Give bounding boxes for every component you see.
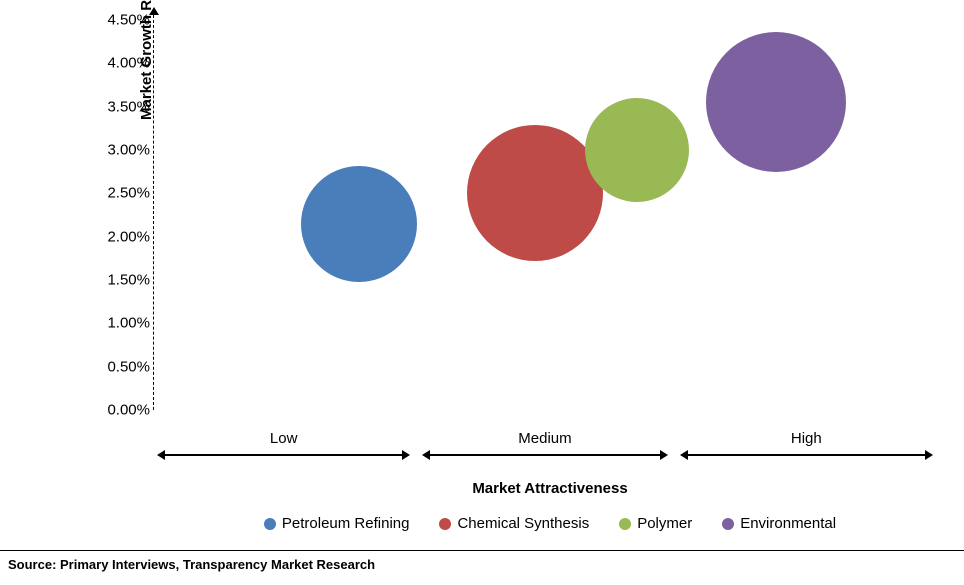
bubble-chemical-synthesis: [467, 125, 603, 261]
chart-area: Market Growth Rate (CAGR) 0.00%0.50%1.00…: [100, 10, 890, 430]
x-segment-arrow: [430, 454, 660, 456]
legend-item-petroleum-refining: Petroleum Refining: [264, 515, 410, 532]
x-segment-arrow: [688, 454, 925, 456]
y-tick-label: 1.50%: [100, 272, 150, 289]
x-axis-segments: Low Medium High: [155, 430, 945, 480]
y-tick-label: 2.50%: [100, 185, 150, 202]
y-tick-label: 4.50%: [100, 12, 150, 29]
legend-marker: [722, 518, 734, 530]
x-segment-arrow: [165, 454, 402, 456]
legend: Petroleum Refining Chemical Synthesis Poly…: [155, 515, 945, 532]
plot-region: [155, 20, 885, 410]
y-tick-label: 2.00%: [100, 228, 150, 245]
legend-label: Chemical Synthesis: [457, 515, 589, 532]
legend-marker: [264, 518, 276, 530]
y-tick-label: 0.50%: [100, 358, 150, 375]
legend-item-chemical-synthesis: Chemical Synthesis: [439, 515, 589, 532]
legend-item-polymer: Polymer: [619, 515, 692, 532]
legend-label: Polymer: [637, 515, 692, 532]
y-tick-label: 3.00%: [100, 142, 150, 159]
bubble-environmental: [706, 32, 846, 172]
y-tick-label: 1.00%: [100, 315, 150, 332]
legend-label: Environmental: [740, 515, 836, 532]
x-segment-label: Medium: [420, 430, 670, 447]
bubble-petroleum-refining: [301, 166, 417, 282]
x-segment-high: High: [678, 430, 935, 460]
y-tick-label: 4.00%: [100, 55, 150, 72]
y-tick-label: 0.00%: [100, 402, 150, 419]
source-citation: Source: Primary Interviews, Transparency…: [0, 550, 964, 572]
x-axis-title: Market Attractiveness: [155, 480, 945, 497]
bubble-polymer: [585, 98, 689, 202]
x-segment-low: Low: [155, 430, 412, 460]
legend-marker: [439, 518, 451, 530]
y-tick-label: 3.50%: [100, 98, 150, 115]
x-segment-label: High: [678, 430, 935, 447]
legend-marker: [619, 518, 631, 530]
legend-label: Petroleum Refining: [282, 515, 410, 532]
y-axis-arrow: [153, 15, 154, 410]
x-segment-label: Low: [155, 430, 412, 447]
x-segment-medium: Medium: [420, 430, 670, 460]
legend-item-environmental: Environmental: [722, 515, 836, 532]
